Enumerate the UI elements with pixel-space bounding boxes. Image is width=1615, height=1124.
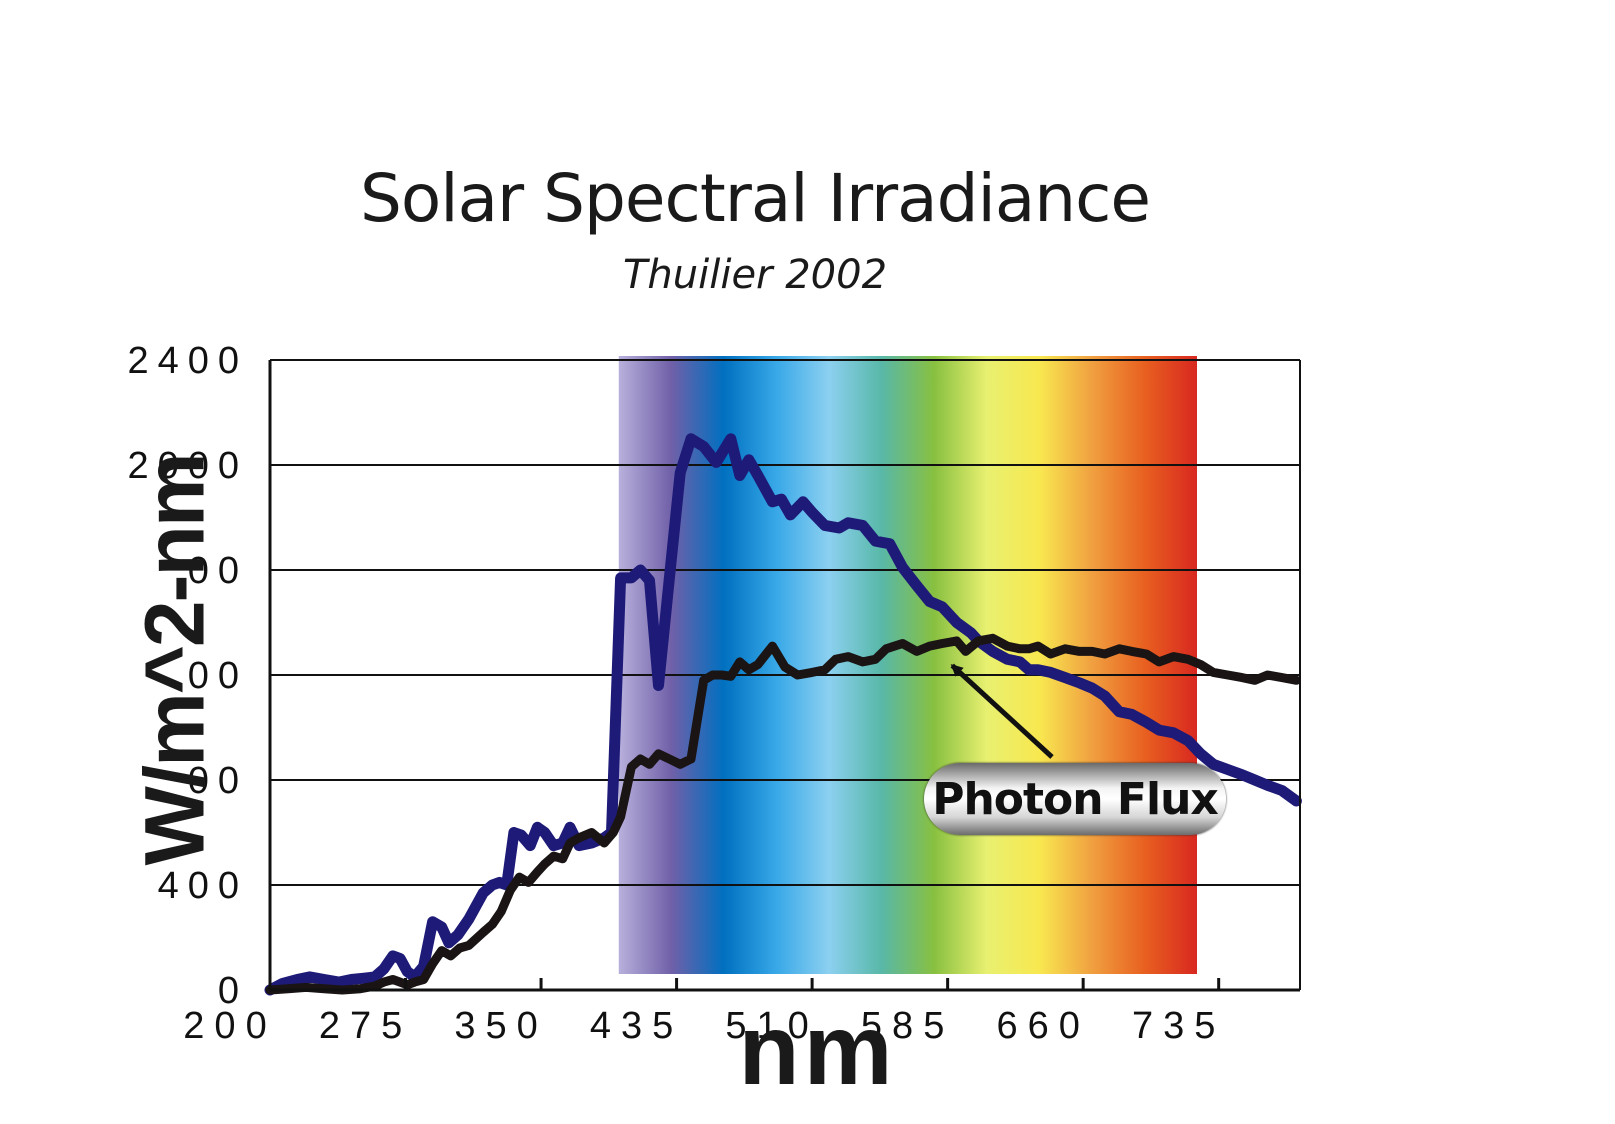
x-tick-label: 585 [861,1005,954,1047]
chart-title: Solar Spectral Irradiance [359,160,1151,237]
series-layer [264,433,1302,996]
x-axis-label: nm [738,994,897,1106]
x-tick-label: 200 [183,1005,276,1047]
series-line-irradiance [264,433,1302,996]
y-tick-label: 2000 [127,445,248,487]
y-axis-label: W/m^2-nm [127,454,222,866]
y-tick-label: 400 [158,865,248,907]
series-line-photon-flux [265,633,1301,995]
y-tick-label: 00 [188,550,248,592]
axes [268,359,1301,992]
y-tick-label: 00 [188,655,248,697]
annotation-arrow [950,663,1054,759]
x-tick-label: 275 [319,1005,412,1047]
x-tick-label: 350 [454,1005,547,1047]
x-tick-label: 510 [725,1005,818,1047]
y-tick-label: 0 [218,970,248,1012]
x-tick-label: 435 [590,1005,683,1047]
chart-subtitle: Thuilier 2002 [622,252,888,298]
x-tick-label: 735 [1132,1005,1225,1047]
y-tick-label: 00 [188,760,248,802]
photon-flux-callout: Photon Flux [924,763,1226,835]
y-tick-label: 2400 [127,340,248,382]
photon-flux-callout-label: Photon Flux [932,773,1219,825]
x-tick-label: 660 [996,1005,1089,1047]
tick-labels: 0 400 00 00 00 2000 2400 200 275 350 435 510 585 660 7… [127,340,1225,1047]
